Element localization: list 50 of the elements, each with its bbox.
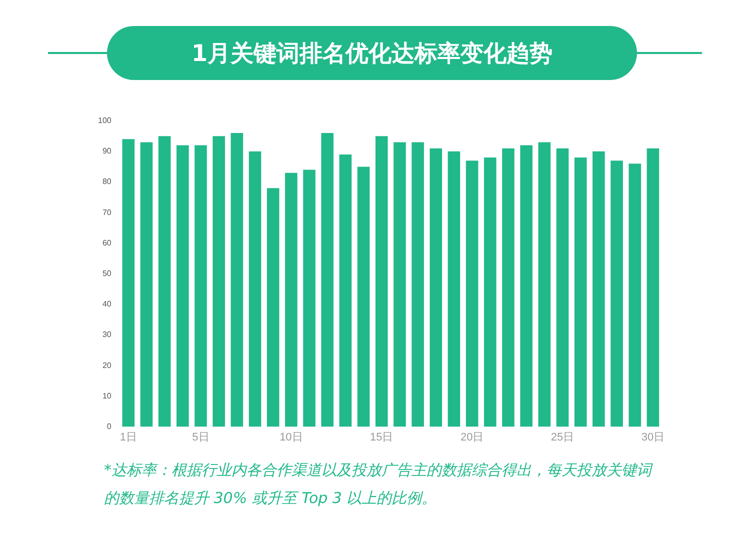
y-tick-label: 30 bbox=[102, 330, 112, 340]
bar bbox=[592, 151, 605, 427]
bar bbox=[176, 145, 189, 427]
bar bbox=[375, 136, 388, 427]
x-tick-label: 5日 bbox=[192, 431, 210, 444]
bar bbox=[266, 188, 280, 427]
y-tick-label: 70 bbox=[102, 208, 112, 217]
y-tick-label: 60 bbox=[102, 238, 112, 248]
bar bbox=[448, 151, 460, 427]
bar bbox=[158, 136, 171, 427]
bar bbox=[285, 172, 298, 427]
bar bbox=[194, 145, 207, 427]
bar bbox=[248, 151, 262, 427]
bar bbox=[502, 148, 514, 427]
bar bbox=[212, 136, 225, 427]
y-tick-label: 40 bbox=[102, 300, 112, 309]
y-tick-label: 10 bbox=[102, 391, 112, 400]
y-tick-label: 90 bbox=[102, 146, 112, 156]
bar bbox=[230, 133, 244, 427]
y-tick-label: 20 bbox=[102, 360, 112, 370]
chart-title: 1月关键词排名优化达标率变化趋势 bbox=[107, 26, 637, 80]
bar bbox=[394, 142, 406, 427]
bar bbox=[484, 158, 496, 427]
bar bbox=[339, 154, 352, 427]
y-tick-label: 100 bbox=[98, 116, 112, 126]
bar bbox=[610, 160, 623, 427]
y-tick-label: 80 bbox=[102, 177, 112, 186]
bar bbox=[140, 142, 153, 427]
y-tick-label: 0 bbox=[106, 422, 112, 432]
y-tick-label: 50 bbox=[102, 269, 112, 278]
x-tick-label: 1日 bbox=[120, 431, 137, 444]
text: *达标率：根据行业内各合作渠道以及投放广告主的数据综合得出，每天投放关键词的数量排名提升 30% 或升至 Top 3 以上的比例。 bbox=[104, 460, 654, 509]
x-tick-label: 10日 bbox=[280, 431, 303, 444]
bar bbox=[321, 133, 334, 427]
bar bbox=[574, 158, 587, 427]
bar bbox=[646, 148, 660, 427]
bar bbox=[430, 148, 442, 427]
bar bbox=[628, 164, 642, 427]
bar bbox=[357, 166, 370, 427]
bar bbox=[412, 142, 424, 427]
bar bbox=[122, 139, 135, 427]
x-tick-label: 30日 bbox=[641, 431, 665, 444]
bar bbox=[466, 160, 478, 427]
bar bbox=[303, 170, 316, 427]
bar bbox=[520, 145, 532, 427]
bar bbox=[538, 142, 551, 427]
x-tick-label: 20日 bbox=[460, 431, 484, 444]
x-tick-label: 15日 bbox=[370, 431, 394, 444]
x-tick-label: 25日 bbox=[550, 431, 574, 444]
bar bbox=[556, 148, 569, 427]
